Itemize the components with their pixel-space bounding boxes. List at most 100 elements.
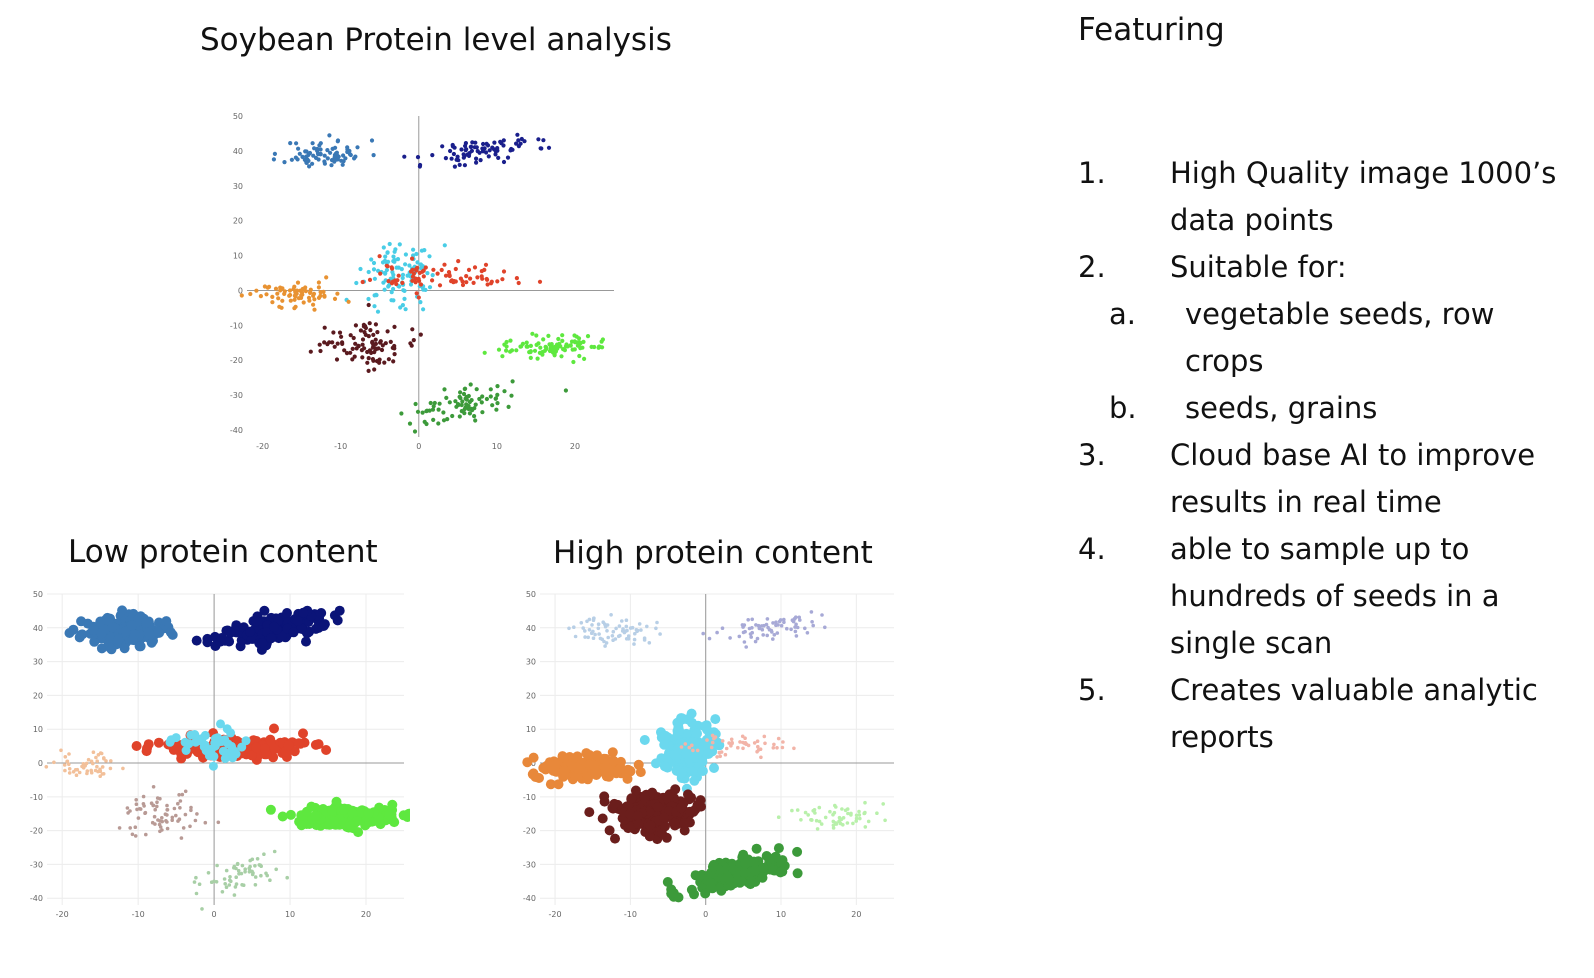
data-point xyxy=(730,740,734,745)
data-point xyxy=(414,291,419,296)
data-point xyxy=(310,811,321,821)
data-point xyxy=(418,332,423,337)
data-point xyxy=(534,333,539,338)
data-point xyxy=(161,616,172,627)
data-point xyxy=(316,285,321,290)
data-point xyxy=(723,873,734,884)
data-point xyxy=(403,252,408,257)
data-point xyxy=(303,289,308,294)
data-point xyxy=(797,615,801,620)
data-point xyxy=(391,359,396,364)
data-point xyxy=(583,635,587,639)
data-point xyxy=(522,139,527,144)
data-point xyxy=(234,875,238,879)
data-point xyxy=(350,357,355,362)
data-point xyxy=(371,153,376,158)
data-point xyxy=(371,267,377,272)
data-point xyxy=(280,298,285,303)
x-tick-label: -10 xyxy=(334,442,347,451)
y-tick-label: 30 xyxy=(233,182,243,191)
data-point xyxy=(62,763,67,767)
data-point xyxy=(259,743,270,754)
data-point xyxy=(750,630,754,635)
data-point xyxy=(250,857,255,862)
data-point xyxy=(277,811,288,822)
data-point xyxy=(257,638,268,649)
data-point xyxy=(710,740,715,745)
data-point xyxy=(626,821,636,832)
data-point xyxy=(572,625,576,629)
data-point xyxy=(537,279,543,284)
data-point xyxy=(863,810,867,815)
data-point xyxy=(740,734,745,739)
data-point xyxy=(590,623,594,627)
data-point xyxy=(883,818,887,823)
data-point xyxy=(854,819,858,823)
data-point xyxy=(522,757,533,768)
data-point xyxy=(460,282,466,288)
data-point xyxy=(416,276,421,281)
data-point xyxy=(495,279,500,284)
data-point xyxy=(197,882,202,886)
data-point xyxy=(647,641,652,645)
data-point xyxy=(119,643,130,654)
data-point xyxy=(302,157,307,162)
data-point xyxy=(624,618,629,622)
feature-subitem-a: a. vegetable seeds, row crops xyxy=(1078,291,1578,385)
data-point xyxy=(458,390,463,395)
data-point xyxy=(335,291,340,296)
data-point xyxy=(208,761,218,771)
data-point xyxy=(295,280,301,285)
data-point xyxy=(417,270,422,275)
feature-text: High Quality image 1000’s data points xyxy=(1170,156,1557,237)
data-point xyxy=(781,740,785,744)
data-point xyxy=(360,342,365,347)
data-point xyxy=(385,250,390,255)
data-point xyxy=(501,138,506,143)
data-point xyxy=(265,804,276,815)
data-point xyxy=(386,284,391,289)
data-point xyxy=(747,626,752,631)
data-point xyxy=(306,152,311,157)
data-point xyxy=(435,271,440,276)
data-point xyxy=(712,737,723,748)
data-point xyxy=(481,141,486,147)
data-point xyxy=(194,891,199,896)
data-point xyxy=(67,752,71,756)
data-point xyxy=(639,628,643,632)
data-point xyxy=(291,286,296,292)
data-point xyxy=(828,809,832,814)
data-point xyxy=(98,751,103,755)
data-point xyxy=(229,746,239,756)
data-point xyxy=(810,818,814,822)
data-point xyxy=(833,821,838,825)
x-tick-label: -20 xyxy=(56,910,69,919)
data-point xyxy=(265,873,269,878)
data-point xyxy=(857,813,862,817)
data-point xyxy=(632,642,636,646)
data-point xyxy=(322,153,327,158)
data-point xyxy=(361,322,366,327)
data-point xyxy=(555,346,560,351)
y-tick-label: 30 xyxy=(526,658,536,667)
y-tick-label: 20 xyxy=(33,691,43,700)
data-point xyxy=(593,632,597,637)
y-tick-label: -30 xyxy=(230,391,243,400)
data-point xyxy=(538,345,543,350)
data-point xyxy=(325,148,330,153)
data-point xyxy=(854,813,859,818)
data-point xyxy=(840,807,844,811)
data-point xyxy=(68,624,79,635)
data-point xyxy=(371,332,376,337)
data-point xyxy=(626,634,631,638)
data-point xyxy=(639,792,650,803)
data-point xyxy=(466,153,472,158)
data-point xyxy=(236,868,241,873)
data-point xyxy=(492,140,497,145)
data-point xyxy=(94,755,98,760)
data-point xyxy=(270,294,275,299)
data-point xyxy=(468,144,473,149)
data-point xyxy=(515,132,520,137)
data-point xyxy=(524,344,529,349)
data-point xyxy=(505,155,511,160)
